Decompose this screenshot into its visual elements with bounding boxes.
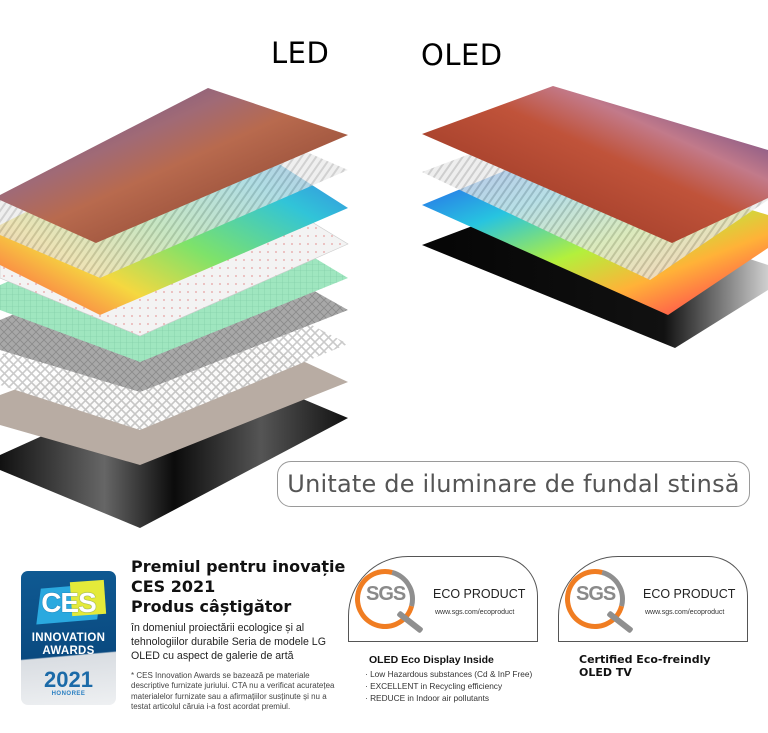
sgs-url: www.sgs.com/ecoproduct <box>435 609 515 616</box>
award-title: Premiul pentru inovație CES 2021 Produs … <box>131 557 351 617</box>
certified-eco-friendly-title: Certified Eco-freindly OLED TV <box>579 653 711 679</box>
ces-logo-text: CES <box>41 587 97 618</box>
oled-stack <box>422 86 768 348</box>
ces-badge-line1: INNOVATION <box>31 632 106 644</box>
ces-badge-label: INNOVATION AWARDS <box>21 632 116 658</box>
backlight-off-caption: Unitate de iluminare de fundal stinsă <box>277 461 750 507</box>
led-stack <box>0 88 349 528</box>
award-title-line1: Premiul pentru inovație <box>131 557 346 576</box>
award-description: în domeniul proiectării ecologice și al … <box>131 622 326 662</box>
eco-feature-item: · REDUCE in Indoor air pollutants <box>365 693 490 703</box>
award-title-line3: Produs câștigător <box>131 597 292 616</box>
sgs-eco-label: ECO PRODUCT <box>643 587 736 601</box>
sgs-eco-product-logo-right: SGS ECO PRODUCT www.sgs.com/ecoproduct <box>554 556 748 642</box>
ces-badge-line2: AWARDS <box>42 645 95 657</box>
award-footnote: * CES Innovation Awards se bazează pe ma… <box>131 671 335 711</box>
layer-diagram <box>0 86 768 528</box>
certified-title-line1: Certified Eco-freindly <box>579 653 711 666</box>
ces-innovation-award-badge: CES INNOVATION AWARDS 2021 HONOREE <box>21 571 116 705</box>
ces-badge-year: 2021 <box>44 667 93 692</box>
led-heading: LED <box>271 36 330 70</box>
oled-eco-display-title: OLED Eco Display Inside <box>369 654 494 666</box>
sgs-eco-label: ECO PRODUCT <box>433 587 526 601</box>
award-title-line2: CES 2021 <box>131 577 216 596</box>
eco-feature-item: · EXCELLENT in Recycling efficiency <box>365 681 503 691</box>
oled-layer-picture-panel <box>422 86 768 243</box>
led-layer-picture-panel <box>0 88 348 243</box>
certified-title-line2: OLED TV <box>579 666 632 679</box>
eco-feature-item: · Low Hazardous substances (Cd & InP Fre… <box>365 669 533 679</box>
sgs-logo-text: SGS <box>576 583 616 605</box>
sgs-logo-text: SGS <box>366 583 406 605</box>
oled-heading: OLED <box>421 38 503 72</box>
oled-eco-feature-list: · Low Hazardous substances (Cd & InP Fre… <box>365 668 532 704</box>
sgs-url: www.sgs.com/ecoproduct <box>645 609 725 616</box>
sgs-eco-product-logo-left: SGS ECO PRODUCT www.sgs.com/ecoproduct <box>344 556 538 642</box>
ces-badge-honoree: HONOREE <box>51 691 86 697</box>
